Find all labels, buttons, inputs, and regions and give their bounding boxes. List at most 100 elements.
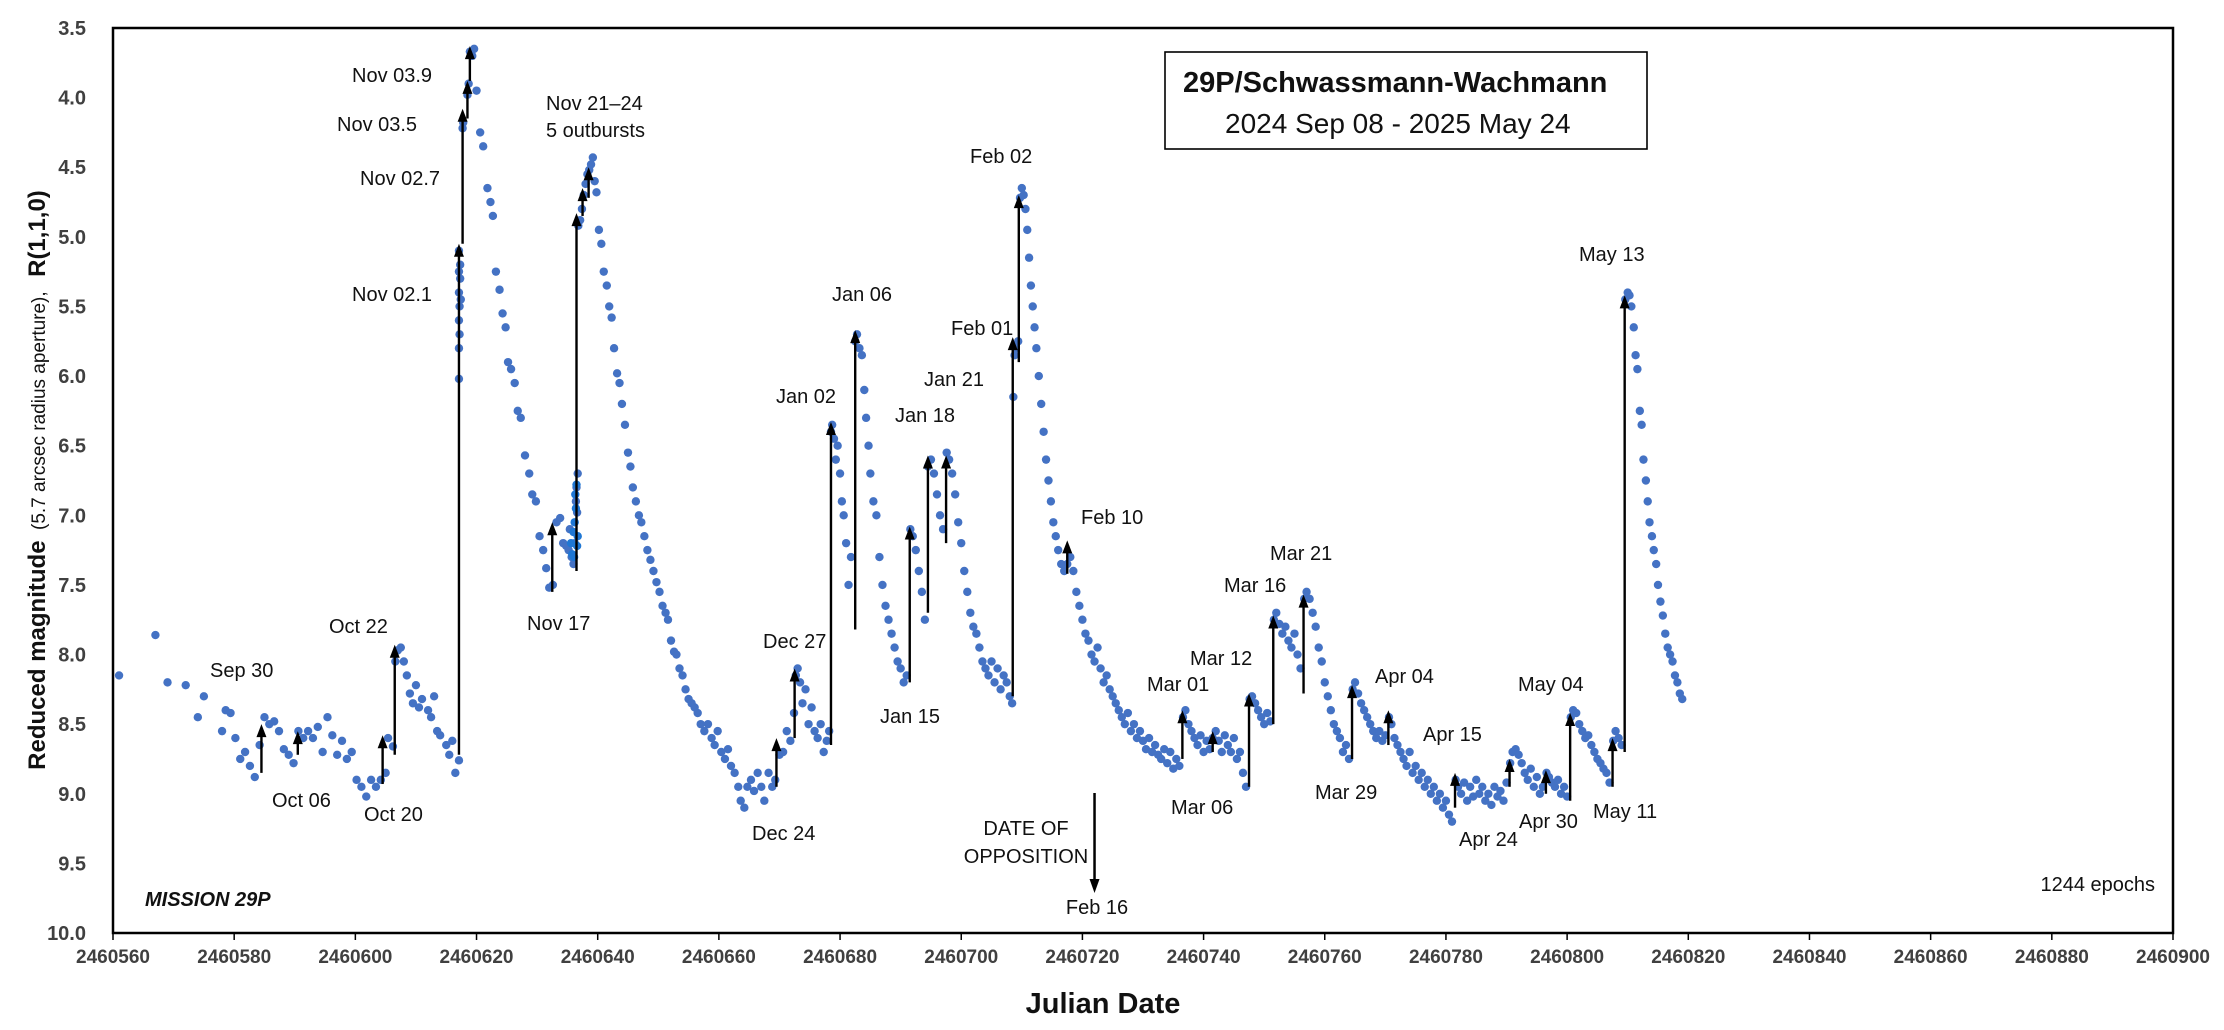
outburst-arrow-19-head bbox=[1007, 337, 1018, 351]
outburst-arrow-32-head bbox=[1565, 713, 1576, 727]
y-tick-label-11: 9.0 bbox=[58, 784, 86, 806]
data-point-416 bbox=[1423, 775, 1432, 785]
data-point-150 bbox=[652, 577, 661, 587]
y-axis-title: Reduced magnitude (5.7 arcsec radius ape… bbox=[24, 190, 51, 770]
data-point-152 bbox=[658, 601, 667, 611]
data-point-47 bbox=[402, 671, 412, 680]
data-point-422 bbox=[1441, 796, 1451, 805]
outburst-label-30: Apr 24 bbox=[1459, 829, 1518, 851]
data-point-451 bbox=[1529, 782, 1538, 792]
data-point-405 bbox=[1390, 733, 1399, 743]
data-point-348 bbox=[1217, 747, 1226, 757]
data-point-507 bbox=[1678, 694, 1687, 704]
data-point-166 bbox=[700, 726, 709, 736]
data-point-36 bbox=[362, 792, 371, 801]
outburst-label-3: Oct 22 bbox=[329, 616, 388, 638]
data-point-450 bbox=[1526, 764, 1535, 773]
data-point-381 bbox=[1317, 657, 1326, 666]
data-point-139 bbox=[620, 420, 630, 430]
outburst-label-4: Nov 02.1 bbox=[352, 284, 432, 306]
outburst-label-16: Jan 15 bbox=[880, 706, 940, 728]
data-point-312 bbox=[1108, 692, 1117, 701]
opposition-label-2: OPPOSITION bbox=[964, 846, 1088, 868]
data-point-326 bbox=[1150, 740, 1160, 750]
outburst-label-31: Apr 30 bbox=[1519, 811, 1578, 833]
data-point-146 bbox=[640, 531, 649, 541]
data-point-214 bbox=[841, 538, 851, 548]
outburst-arrow-7-head bbox=[464, 46, 475, 60]
data-point-292 bbox=[1049, 518, 1058, 527]
data-point-435 bbox=[1481, 796, 1490, 805]
x-tick-labels: 2460560 2460580 2460600 2460620 2460640 24606… bbox=[76, 933, 2210, 968]
data-point-233 bbox=[893, 657, 902, 666]
data-point-20 bbox=[284, 750, 293, 759]
y-tick-label-5: 6.0 bbox=[58, 366, 86, 388]
data-point-72 bbox=[455, 260, 465, 269]
data-point-242 bbox=[920, 615, 930, 624]
data-point-9 bbox=[231, 733, 240, 743]
data-point-336 bbox=[1181, 706, 1190, 715]
data-point-167 bbox=[703, 719, 713, 729]
data-point-395 bbox=[1359, 706, 1369, 715]
outburst-label-1: Oct 06 bbox=[272, 790, 331, 812]
x-tick-label-0: 2460560 bbox=[76, 947, 150, 968]
y-axis-title-main: Reduced magnitude bbox=[24, 540, 51, 769]
data-point-158 bbox=[675, 664, 684, 673]
data-point-209 bbox=[831, 455, 841, 464]
data-point-137 bbox=[615, 378, 624, 388]
data-point-178 bbox=[740, 803, 749, 812]
data-point-87 bbox=[491, 267, 501, 276]
data-point-101 bbox=[538, 545, 548, 555]
opposition-label-1: DATE OF bbox=[983, 818, 1068, 840]
data-point-35 bbox=[357, 782, 366, 792]
data-point-368 bbox=[1278, 629, 1287, 638]
data-point-469 bbox=[1584, 731, 1593, 740]
data-point-53 bbox=[423, 706, 433, 715]
data-point-165 bbox=[696, 719, 705, 729]
outburst-label-17: Jan 18 bbox=[895, 405, 955, 427]
data-point-331 bbox=[1166, 747, 1175, 757]
data-point-429 bbox=[1462, 796, 1472, 805]
x-tick-label-16: 2460880 bbox=[2015, 947, 2089, 968]
data-point-157 bbox=[672, 650, 681, 659]
data-point-434 bbox=[1478, 782, 1487, 792]
outburst-arrow-4-head bbox=[453, 243, 464, 257]
data-point-179 bbox=[743, 782, 752, 792]
outburst-arrow-9-head bbox=[571, 213, 582, 227]
data-point-261 bbox=[978, 657, 987, 666]
outburst-label-5: Nov 02.7 bbox=[360, 168, 440, 190]
data-point-432 bbox=[1472, 775, 1481, 785]
data-point-11 bbox=[240, 747, 250, 757]
data-point-485 bbox=[1629, 323, 1638, 332]
data-point-394 bbox=[1356, 699, 1366, 708]
outburst-arrows bbox=[256, 46, 1630, 808]
x-tick-label-10: 2460760 bbox=[1288, 947, 1362, 968]
outburst-arrow-26-head bbox=[1298, 594, 1309, 608]
data-point-38 bbox=[371, 782, 381, 792]
data-point-132 bbox=[602, 281, 611, 290]
data-point-125 bbox=[586, 160, 596, 169]
data-point-448 bbox=[1520, 768, 1529, 778]
data-point-29 bbox=[328, 731, 337, 740]
data-point-168 bbox=[707, 733, 716, 743]
data-point-259 bbox=[972, 629, 981, 638]
data-point-190 bbox=[782, 726, 791, 736]
data-point-220 bbox=[857, 350, 867, 360]
outburst-arrow-34-head bbox=[1619, 295, 1630, 309]
outburst-arrow-14-head bbox=[825, 422, 836, 436]
data-point-34 bbox=[352, 775, 361, 785]
data-point-490 bbox=[1639, 455, 1648, 464]
data-point-129 bbox=[594, 225, 604, 235]
data-point-286 bbox=[1034, 371, 1043, 381]
data-point-141 bbox=[626, 462, 635, 471]
data-point-194 bbox=[793, 664, 802, 673]
data-point-269 bbox=[1002, 678, 1011, 687]
outburst-label-21: Feb 10 bbox=[1081, 507, 1143, 529]
data-point-467 bbox=[1578, 726, 1587, 736]
data-point-501 bbox=[1663, 643, 1672, 652]
y-tick-label-3: 5.0 bbox=[58, 227, 86, 249]
data-point-387 bbox=[1335, 733, 1345, 743]
outburst-label-19: Feb 01 bbox=[951, 318, 1013, 340]
data-point-437 bbox=[1487, 800, 1496, 810]
data-point-321 bbox=[1135, 726, 1145, 736]
